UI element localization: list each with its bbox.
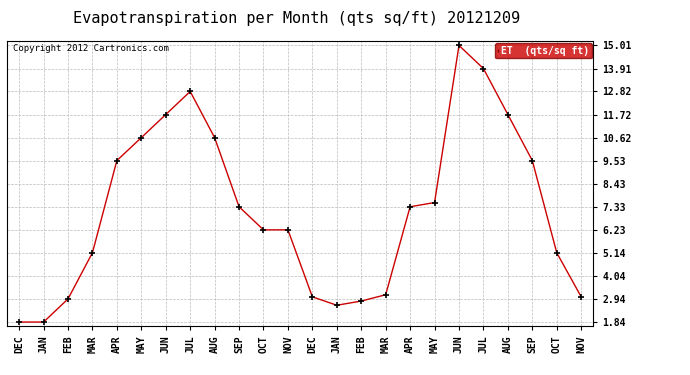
Text: Copyright 2012 Cartronics.com: Copyright 2012 Cartronics.com bbox=[13, 44, 168, 53]
Text: Evapotranspiration per Month (qts sq/ft) 20121209: Evapotranspiration per Month (qts sq/ft)… bbox=[73, 11, 520, 26]
Legend: ET  (qts/sq ft): ET (qts/sq ft) bbox=[495, 43, 591, 58]
